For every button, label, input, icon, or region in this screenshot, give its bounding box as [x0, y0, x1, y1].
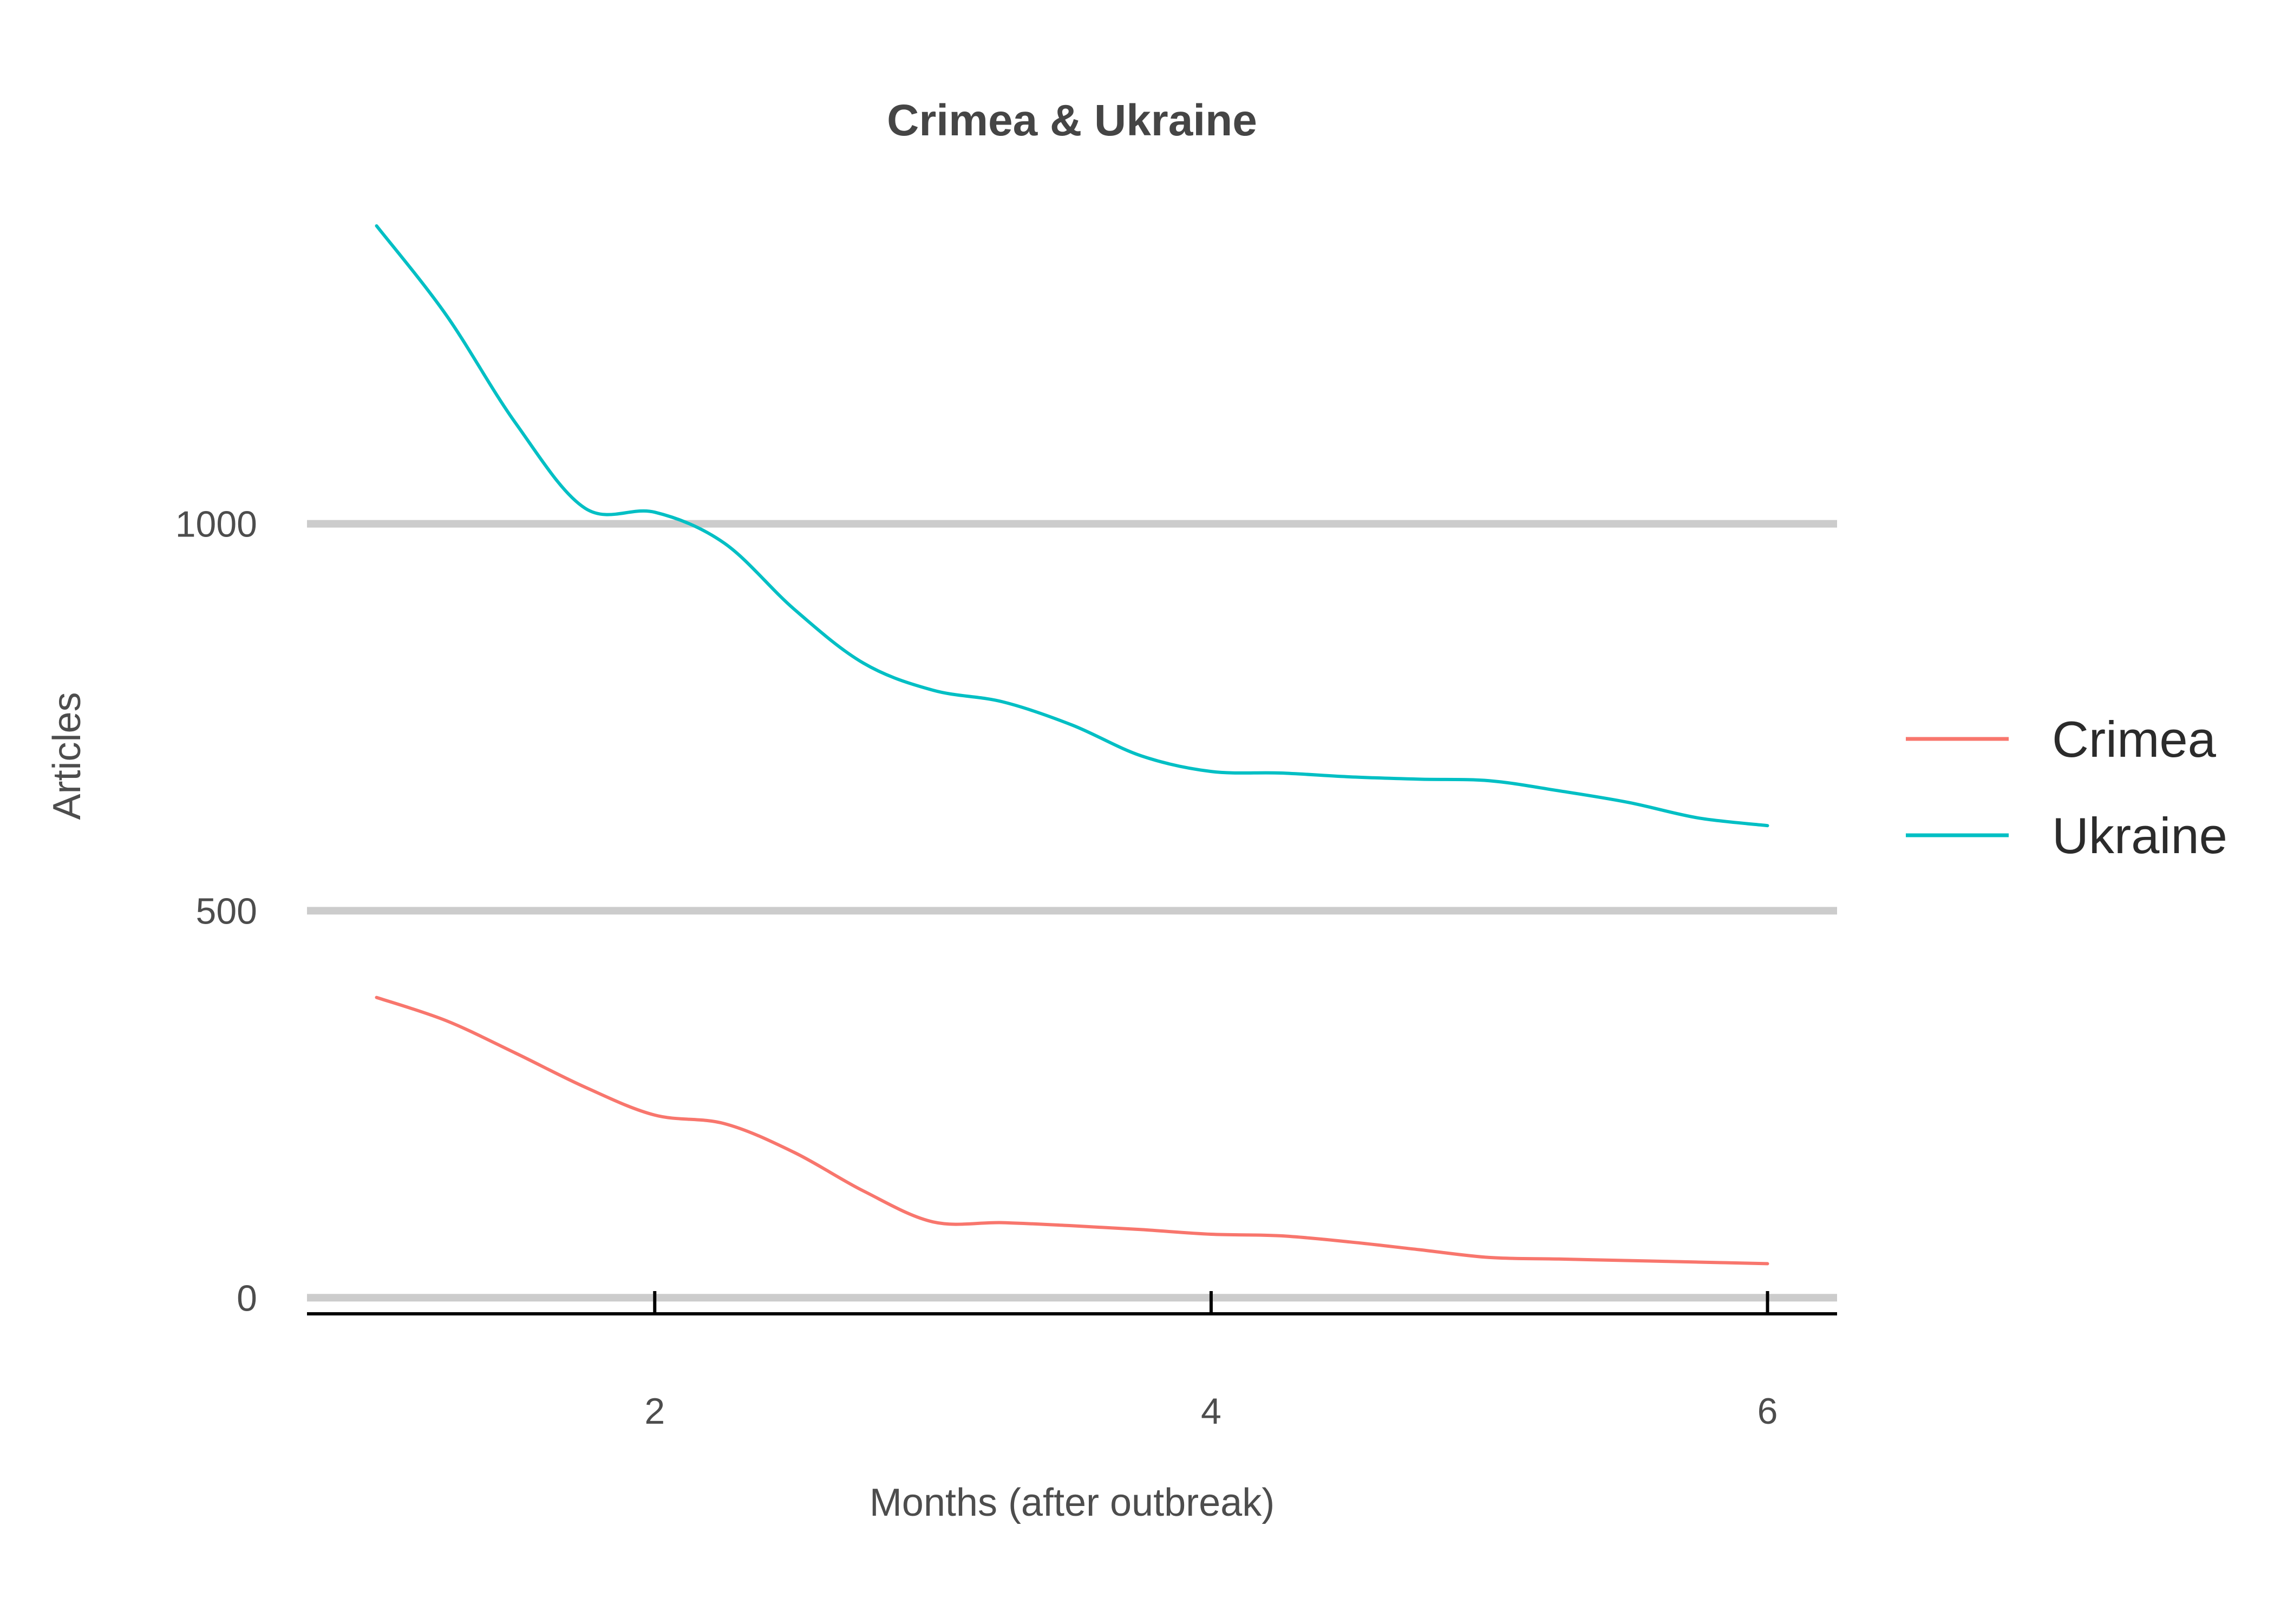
x-axis-ticks: 2 4 6 [644, 1291, 1778, 1432]
y-tick-label-1000: 1000 [175, 504, 257, 545]
y-axis-title: Articles [45, 692, 89, 820]
x-tick-label-2: 2 [644, 1391, 665, 1432]
series-line-ukraine [375, 224, 1769, 828]
y-tick-label-0: 0 [237, 1278, 257, 1319]
x-axis-title: Months (after outbreak) [870, 1481, 1275, 1524]
x-tick-label-4: 4 [1201, 1391, 1221, 1432]
chart-title: Crimea & Ukraine [887, 96, 1257, 145]
legend: Crimea Ukraine [1906, 711, 2227, 864]
series-lines [375, 224, 1769, 1266]
legend-label-ukraine: Ukraine [2052, 807, 2227, 864]
y-tick-label-500: 500 [196, 890, 257, 932]
legend-label-crimea: Crimea [2052, 711, 2217, 768]
series-line-crimea [375, 996, 1769, 1266]
y-axis-tick-labels: 0 500 1000 [175, 504, 257, 1319]
x-tick-label-6: 6 [1757, 1391, 1778, 1432]
gridlines [307, 520, 1837, 1302]
